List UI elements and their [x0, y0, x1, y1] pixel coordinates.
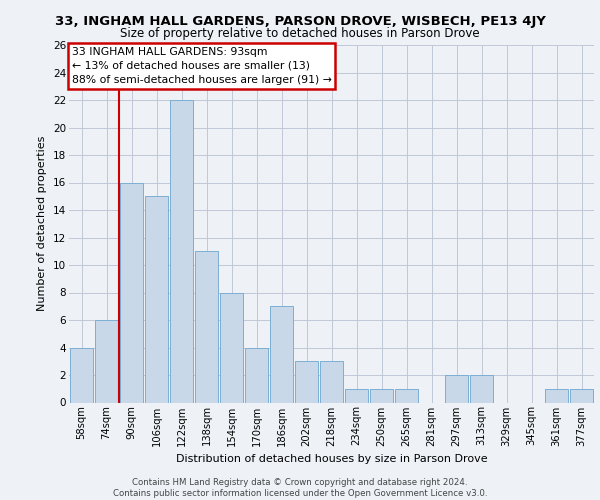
- X-axis label: Distribution of detached houses by size in Parson Drove: Distribution of detached houses by size …: [176, 454, 487, 464]
- Bar: [395, 389, 418, 402]
- Bar: [145, 196, 169, 402]
- Bar: [95, 320, 118, 402]
- Bar: [269, 306, 293, 402]
- Text: Contains HM Land Registry data © Crown copyright and database right 2024.
Contai: Contains HM Land Registry data © Crown c…: [113, 478, 487, 498]
- Bar: [470, 375, 493, 402]
- Text: 33, INGHAM HALL GARDENS, PARSON DROVE, WISBECH, PE13 4JY: 33, INGHAM HALL GARDENS, PARSON DROVE, W…: [55, 14, 545, 28]
- Bar: [320, 361, 343, 403]
- Bar: [545, 389, 568, 402]
- Bar: [569, 389, 593, 402]
- Bar: [194, 252, 218, 402]
- Bar: [170, 100, 193, 402]
- Bar: [220, 292, 244, 403]
- Bar: [445, 375, 469, 402]
- Bar: [119, 182, 143, 402]
- Bar: [295, 361, 319, 403]
- Bar: [370, 389, 394, 402]
- Bar: [245, 348, 268, 403]
- Bar: [70, 348, 94, 403]
- Text: 33 INGHAM HALL GARDENS: 93sqm
← 13% of detached houses are smaller (13)
88% of s: 33 INGHAM HALL GARDENS: 93sqm ← 13% of d…: [71, 47, 331, 85]
- Bar: [344, 389, 368, 402]
- Y-axis label: Number of detached properties: Number of detached properties: [37, 136, 47, 312]
- Text: Size of property relative to detached houses in Parson Drove: Size of property relative to detached ho…: [120, 28, 480, 40]
